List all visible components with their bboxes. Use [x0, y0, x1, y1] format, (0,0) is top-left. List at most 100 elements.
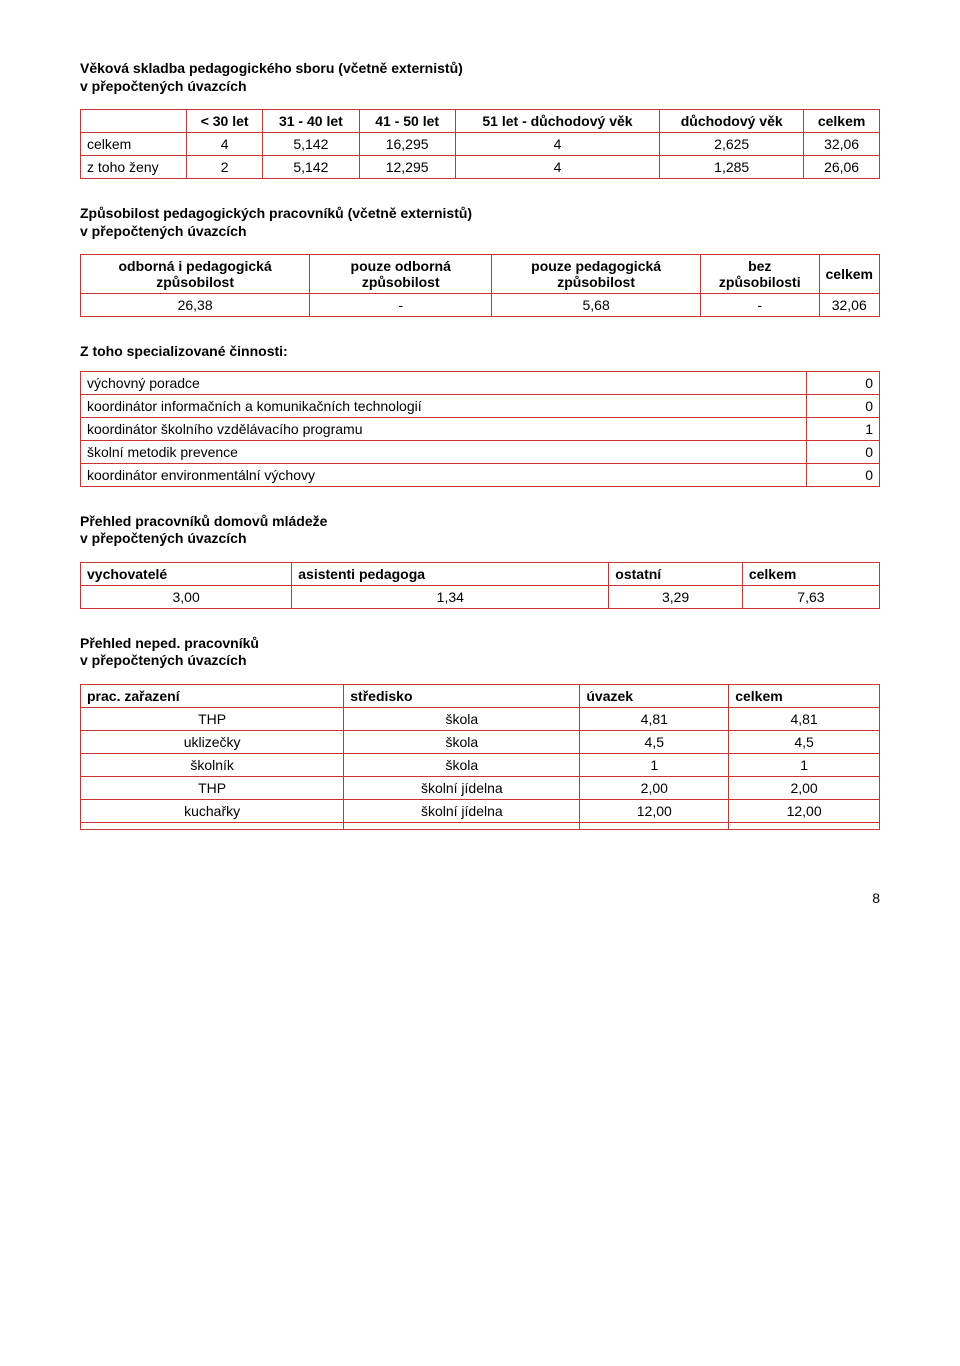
table-row: koordinátor školního vzdělávacího progra… — [81, 417, 880, 440]
td — [344, 822, 580, 829]
td-label: školní metodik prevence — [81, 440, 807, 463]
section-dorm-staff: Přehled pracovníků domovů mládeže v přep… — [80, 513, 880, 609]
section-specialised-activities: Z toho specializované činnosti: výchovný… — [80, 343, 880, 487]
th: asistenti pedagoga — [292, 562, 609, 585]
th: odborná i pedagogická způsobilost — [81, 255, 310, 294]
td: - — [310, 294, 492, 317]
td-value: 0 — [807, 371, 880, 394]
td: škola — [344, 753, 580, 776]
table-header-row: < 30 let 31 - 40 let 41 - 50 let 51 let … — [81, 110, 880, 133]
td — [580, 822, 729, 829]
td-label: koordinátor environmentální výchovy — [81, 463, 807, 486]
table-row: THP škola 4,81 4,81 — [81, 707, 880, 730]
th: celkem — [729, 684, 880, 707]
specialised-table: výchovný poradce0 koordinátor informační… — [80, 371, 880, 487]
table-row: kuchařky školní jídelna 12,00 12,00 — [81, 799, 880, 822]
table-row: školník škola 1 1 — [81, 753, 880, 776]
th: prac. zařazení — [81, 684, 344, 707]
td: kuchařky — [81, 799, 344, 822]
td: 4 — [187, 133, 263, 156]
td: 1 — [580, 753, 729, 776]
section-title: Přehled neped. pracovníků v přepočtených… — [80, 635, 880, 670]
td-label: koordinátor informačních a komunikačních… — [81, 394, 807, 417]
td: 1,285 — [660, 156, 804, 179]
td — [729, 822, 880, 829]
td: 4,5 — [729, 730, 880, 753]
th — [81, 110, 187, 133]
td: 12,00 — [729, 799, 880, 822]
td: 2,00 — [580, 776, 729, 799]
title-line-1: Přehled neped. pracovníků — [80, 635, 259, 651]
title-line-1: Přehled pracovníků domovů mládeže — [80, 513, 327, 529]
table-header-row: prac. zařazení středisko úvazek celkem — [81, 684, 880, 707]
table-row: výchovný poradce0 — [81, 371, 880, 394]
table-row: z toho ženy 2 5,142 12,295 4 1,285 26,06 — [81, 156, 880, 179]
th: středisko — [344, 684, 580, 707]
td: školník — [81, 753, 344, 776]
title-line-2: v přepočtených úvazcích — [80, 223, 247, 239]
td: 4 — [455, 133, 659, 156]
title-line-1: Způsobilost pedagogických pracovníků (vč… — [80, 205, 472, 221]
td: 2,00 — [729, 776, 880, 799]
section-title: Věková skladba pedagogického sboru (včet… — [80, 60, 880, 95]
section-title: Z toho specializované činnosti: — [80, 343, 880, 361]
td: celkem — [81, 133, 187, 156]
td-value: 0 — [807, 440, 880, 463]
th: celkem — [819, 255, 880, 294]
title-line-2: v přepočtených úvazcích — [80, 652, 247, 668]
th: úvazek — [580, 684, 729, 707]
td: 5,142 — [263, 133, 359, 156]
td: 32,06 — [819, 294, 880, 317]
td: 7,63 — [742, 585, 879, 608]
dorm-table: vychovatelé asistenti pedagoga ostatní c… — [80, 562, 880, 609]
td: 26,38 — [81, 294, 310, 317]
th: pouze pedagogická způsobilost — [492, 255, 701, 294]
td: 1 — [729, 753, 880, 776]
table-row: 3,00 1,34 3,29 7,63 — [81, 585, 880, 608]
td: 5,68 — [492, 294, 701, 317]
td-label: výchovný poradce — [81, 371, 807, 394]
td: THP — [81, 707, 344, 730]
td: z toho ženy — [81, 156, 187, 179]
td: 4,81 — [580, 707, 729, 730]
th: 31 - 40 let — [263, 110, 359, 133]
td: 2 — [187, 156, 263, 179]
td: 3,29 — [609, 585, 743, 608]
td: 32,06 — [804, 133, 880, 156]
th: ostatní — [609, 562, 743, 585]
section-age-structure: Věková skladba pedagogického sboru (včet… — [80, 60, 880, 179]
td-value: 0 — [807, 394, 880, 417]
table-row: školní metodik prevence0 — [81, 440, 880, 463]
th: celkem — [804, 110, 880, 133]
td: školní jídelna — [344, 799, 580, 822]
th: 41 - 50 let — [359, 110, 455, 133]
td: uklizečky — [81, 730, 344, 753]
td: škola — [344, 730, 580, 753]
td: 1,34 — [292, 585, 609, 608]
th: vychovatelé — [81, 562, 292, 585]
td: 4,81 — [729, 707, 880, 730]
table-row: koordinátor environmentální výchovy0 — [81, 463, 880, 486]
qualification-table: odborná i pedagogická způsobilost pouze … — [80, 254, 880, 317]
td: 5,142 — [263, 156, 359, 179]
page-number: 8 — [80, 890, 880, 906]
table-row: 26,38 - 5,68 - 32,06 — [81, 294, 880, 317]
table-row — [81, 822, 880, 829]
section-non-teaching-staff: Přehled neped. pracovníků v přepočtených… — [80, 635, 880, 830]
td: 2,625 — [660, 133, 804, 156]
title-line-1: Věková skladba pedagogického sboru (včet… — [80, 60, 463, 76]
td: 4 — [455, 156, 659, 179]
td: 12,295 — [359, 156, 455, 179]
table-row: THP školní jídelna 2,00 2,00 — [81, 776, 880, 799]
non-teaching-table: prac. zařazení středisko úvazek celkem T… — [80, 684, 880, 830]
th: důchodový věk — [660, 110, 804, 133]
td: školní jídelna — [344, 776, 580, 799]
th: 51 let - důchodový věk — [455, 110, 659, 133]
table-header-row: vychovatelé asistenti pedagoga ostatní c… — [81, 562, 880, 585]
td: THP — [81, 776, 344, 799]
table-row: koordinátor informačních a komunikačních… — [81, 394, 880, 417]
th: < 30 let — [187, 110, 263, 133]
td: škola — [344, 707, 580, 730]
td: - — [701, 294, 819, 317]
td: 4,5 — [580, 730, 729, 753]
